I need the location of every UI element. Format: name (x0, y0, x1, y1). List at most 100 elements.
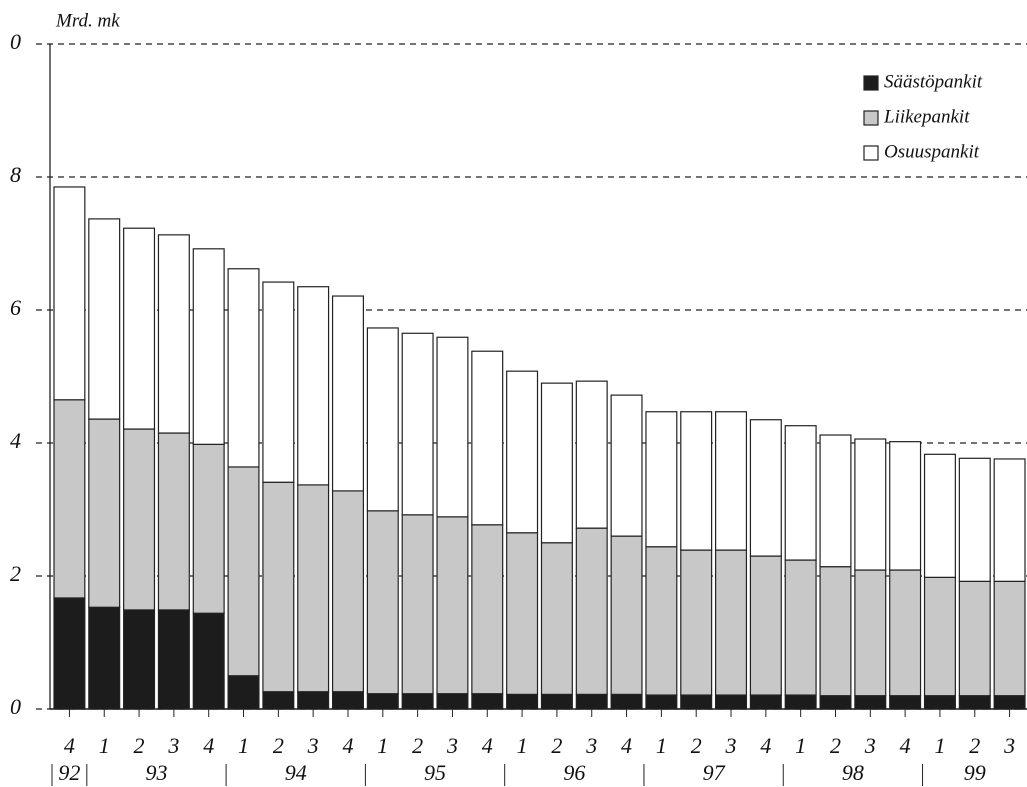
group-label: 93 (145, 760, 167, 785)
x-tick-label: 1 (517, 733, 528, 758)
bar-segment (854, 438, 887, 571)
bar-segment (610, 535, 643, 695)
bar-segment (227, 268, 260, 468)
bar-segment (819, 566, 852, 697)
bar-segment (784, 425, 817, 561)
x-tick-label: 2 (830, 733, 841, 758)
legend-label: Liikepankit (883, 106, 970, 127)
bar-segment (645, 411, 678, 548)
bar-segment (993, 580, 1026, 697)
bar-segment (123, 428, 156, 611)
x-tick-label: 3 (307, 733, 319, 758)
bar-segment (123, 227, 156, 430)
bar-segment (471, 350, 504, 526)
bar-segment (958, 457, 991, 582)
bar-segment (889, 441, 922, 571)
y-tick-label: 4 (10, 428, 21, 453)
bar-segment (227, 675, 260, 710)
bar-segment (331, 490, 364, 693)
x-tick-label: 4 (342, 733, 353, 758)
x-tick-label: 1 (238, 733, 249, 758)
bar-segment (88, 606, 121, 710)
y-tick-label: 0 (10, 29, 21, 54)
bar-segment (854, 569, 887, 697)
bar-segment (749, 555, 782, 696)
bar-segment (540, 382, 573, 544)
bar-segment (366, 327, 399, 512)
bar-segment (192, 248, 225, 445)
x-tick-label: 3 (446, 733, 458, 758)
bar-segment (157, 432, 190, 611)
bar-segment (297, 286, 330, 486)
bar-segment (157, 609, 190, 710)
y-axis-label: Mrd. mk (55, 10, 120, 31)
bar-segment (436, 516, 469, 695)
bar-segment (436, 693, 469, 710)
bar-segment (680, 549, 713, 696)
x-tick-label: 4 (482, 733, 493, 758)
x-tick-label: 1 (656, 733, 667, 758)
bar-segment (784, 559, 817, 696)
bar-segment (610, 394, 643, 537)
bar-segment (331, 691, 364, 710)
bar-segment (680, 411, 713, 551)
bar-segment (471, 693, 504, 710)
bar-segment (53, 186, 86, 401)
group-label: 97 (703, 760, 726, 785)
x-tick-label: 2 (134, 733, 145, 758)
bar-segment (227, 466, 260, 677)
group-label: 95 (424, 760, 446, 785)
bar-segment (366, 510, 399, 695)
bar-segment (123, 609, 156, 710)
bar-segment (958, 695, 991, 710)
bar-segment (401, 693, 434, 710)
bar-segment (715, 549, 748, 696)
bar-segment (819, 434, 852, 568)
bar-segment (401, 514, 434, 695)
bar-segment (192, 443, 225, 614)
x-tick-label: 2 (969, 733, 980, 758)
bar-segment (784, 694, 817, 710)
group-label: 99 (964, 760, 986, 785)
bar-segment (680, 694, 713, 710)
x-tick-label: 1 (99, 733, 110, 758)
bar-segment (506, 693, 539, 710)
x-tick-label: 1 (377, 733, 388, 758)
bar-segment (262, 481, 295, 693)
bar-segment (331, 295, 364, 492)
x-tick-label: 4 (760, 733, 771, 758)
x-tick-label: 3 (1003, 733, 1015, 758)
group-label: 92 (58, 760, 80, 785)
x-tick-label: 3 (864, 733, 876, 758)
bar-segment (88, 218, 121, 420)
legend-swatch (863, 145, 879, 161)
x-tick-label: 3 (167, 733, 179, 758)
bar-segment (575, 380, 608, 529)
bar-segment (645, 546, 678, 696)
bar-segment (53, 399, 86, 599)
group-label: 98 (842, 760, 864, 785)
bar-segment (506, 370, 539, 534)
bar-segment (436, 336, 469, 518)
bar-segment (854, 695, 887, 710)
bar-segment (157, 234, 190, 434)
bar-segment (297, 484, 330, 693)
legend-swatch (863, 75, 879, 91)
x-tick-label: 1 (795, 733, 806, 758)
bar-segment (575, 527, 608, 695)
bar-segment (262, 691, 295, 710)
y-tick-label: 8 (10, 162, 21, 187)
bar-segment (540, 693, 573, 710)
x-tick-label: 4 (621, 733, 632, 758)
bar-segment (366, 693, 399, 710)
x-tick-label: 3 (725, 733, 737, 758)
x-tick-label: 2 (273, 733, 284, 758)
bar-segment (88, 418, 121, 608)
group-label: 94 (285, 760, 307, 785)
bar-segment (575, 693, 608, 710)
bar-segment (749, 694, 782, 710)
bar-segment (715, 411, 748, 551)
bar-segment (540, 542, 573, 695)
legend-label: Osuuspankit (884, 141, 980, 162)
